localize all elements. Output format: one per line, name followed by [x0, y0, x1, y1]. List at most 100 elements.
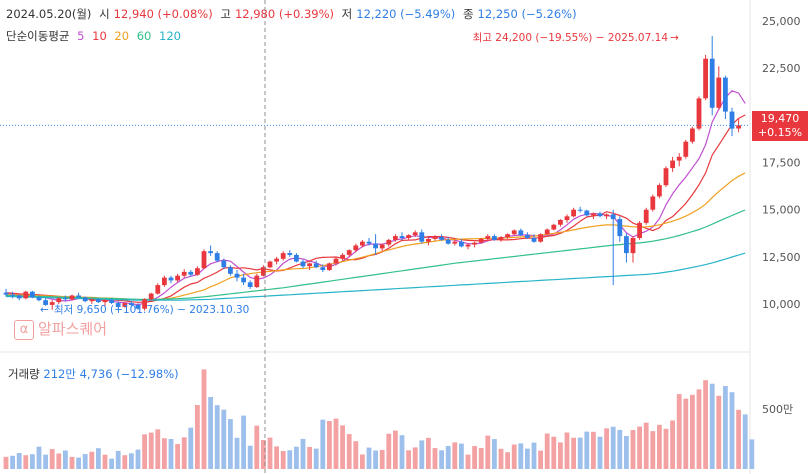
candle-body [122, 303, 128, 307]
open-value: 12,940 (+0.08%) [113, 7, 213, 21]
candle-body [333, 258, 339, 264]
volume-bar [617, 429, 623, 469]
volume-bar [360, 454, 365, 469]
candle-body [439, 237, 444, 240]
volume-bar [492, 439, 497, 469]
candle-body [452, 241, 458, 244]
candle-body [445, 239, 451, 244]
volume-bar [353, 441, 359, 469]
volume-bar [208, 397, 213, 469]
volume-bar [320, 419, 326, 469]
volume-bar [419, 440, 425, 469]
volume-bar [201, 369, 207, 469]
volume-bar [49, 449, 55, 469]
volume-bar [709, 383, 715, 469]
candle-body [373, 243, 378, 249]
volume-bar [736, 409, 741, 469]
candle-body [624, 236, 629, 254]
volume-bar [313, 448, 319, 469]
candle-body [426, 238, 431, 242]
volume-bar [181, 437, 187, 469]
candle-body [591, 213, 596, 216]
candle-body [663, 168, 669, 186]
volume-bar [584, 431, 590, 469]
candle-body [419, 232, 425, 242]
candle-body [353, 245, 359, 251]
volume-bar [16, 453, 22, 469]
volume-bar [10, 455, 15, 469]
volume-bar [558, 442, 563, 469]
candle-body [551, 224, 557, 230]
volume-bar [228, 419, 233, 469]
volume-bar [432, 448, 438, 469]
volume-bar [478, 448, 484, 469]
volume-bar [412, 447, 418, 469]
candle-body [327, 263, 332, 270]
volume-bar [162, 438, 167, 469]
candle-body [478, 238, 484, 243]
candle-body [247, 282, 253, 287]
candle-body [208, 251, 213, 254]
ma-legend-5[interactable]: 5 [77, 29, 85, 43]
candle-body [630, 238, 636, 254]
candle-body [346, 250, 352, 255]
volume-bar [115, 450, 121, 469]
candle-body [162, 277, 167, 286]
volume-bar [683, 398, 689, 469]
ma-legend[interactable]: 단순이동평균 5 10 20 60 120 [6, 28, 185, 44]
candle-body [492, 236, 497, 240]
candle-body [267, 261, 273, 268]
high-value: 12,980 (+0.39%) [234, 7, 334, 21]
volume-bar [221, 409, 227, 469]
candle-body [386, 239, 392, 245]
price-axis-label: 17,500 [762, 157, 801, 170]
volume-bar [241, 415, 246, 469]
candle-body [89, 299, 95, 302]
candle-body [379, 244, 385, 249]
candle-body [148, 293, 154, 300]
volume-bar [327, 421, 332, 469]
low-value: 12,220 (−5.49%) [356, 7, 456, 21]
price-axis-label: 10,000 [762, 298, 801, 311]
candle-body [129, 303, 134, 305]
candle-body [690, 128, 695, 142]
volume-bar [551, 436, 557, 469]
volume-legend-value: 212만 4,736 (−12.98%) [43, 367, 179, 381]
volume-bar [36, 446, 42, 469]
volume-bar [234, 437, 240, 469]
candle-body [729, 111, 735, 129]
volume-bar [696, 389, 702, 469]
ma-legend-20[interactable]: 20 [114, 29, 130, 43]
candle-body [736, 125, 741, 129]
candle-body [564, 216, 570, 221]
volume-bar [459, 443, 464, 469]
candle-body [49, 302, 55, 305]
candle-body [102, 300, 108, 303]
candle-body [511, 230, 517, 235]
price-axis-label: 25,000 [762, 15, 801, 28]
volume-bar [663, 428, 669, 469]
ma-legend-10[interactable]: 10 [92, 29, 107, 43]
volume-bar [102, 454, 108, 469]
candle-body [30, 291, 35, 298]
candle-body [214, 253, 220, 261]
candle-body [36, 297, 42, 301]
candle-body [432, 237, 438, 239]
candle-body [23, 291, 29, 299]
volume-bar [261, 440, 266, 469]
low-annotation-arrow: ← [40, 304, 49, 316]
candle-body [307, 263, 312, 267]
ma-legend-60[interactable]: 60 [136, 29, 152, 43]
ma-legend-120[interactable]: 120 [159, 29, 181, 43]
high-label: 고 [220, 7, 231, 21]
open-label: 시 [99, 7, 110, 21]
candle-body [676, 156, 682, 161]
volume-bar [300, 438, 306, 469]
candle-body [544, 229, 550, 235]
volume-bar [96, 448, 101, 469]
volume-legend-label: 거래량 [8, 367, 40, 381]
candle-body [637, 222, 642, 238]
candle-body [201, 251, 207, 269]
volume-bar [122, 455, 128, 469]
